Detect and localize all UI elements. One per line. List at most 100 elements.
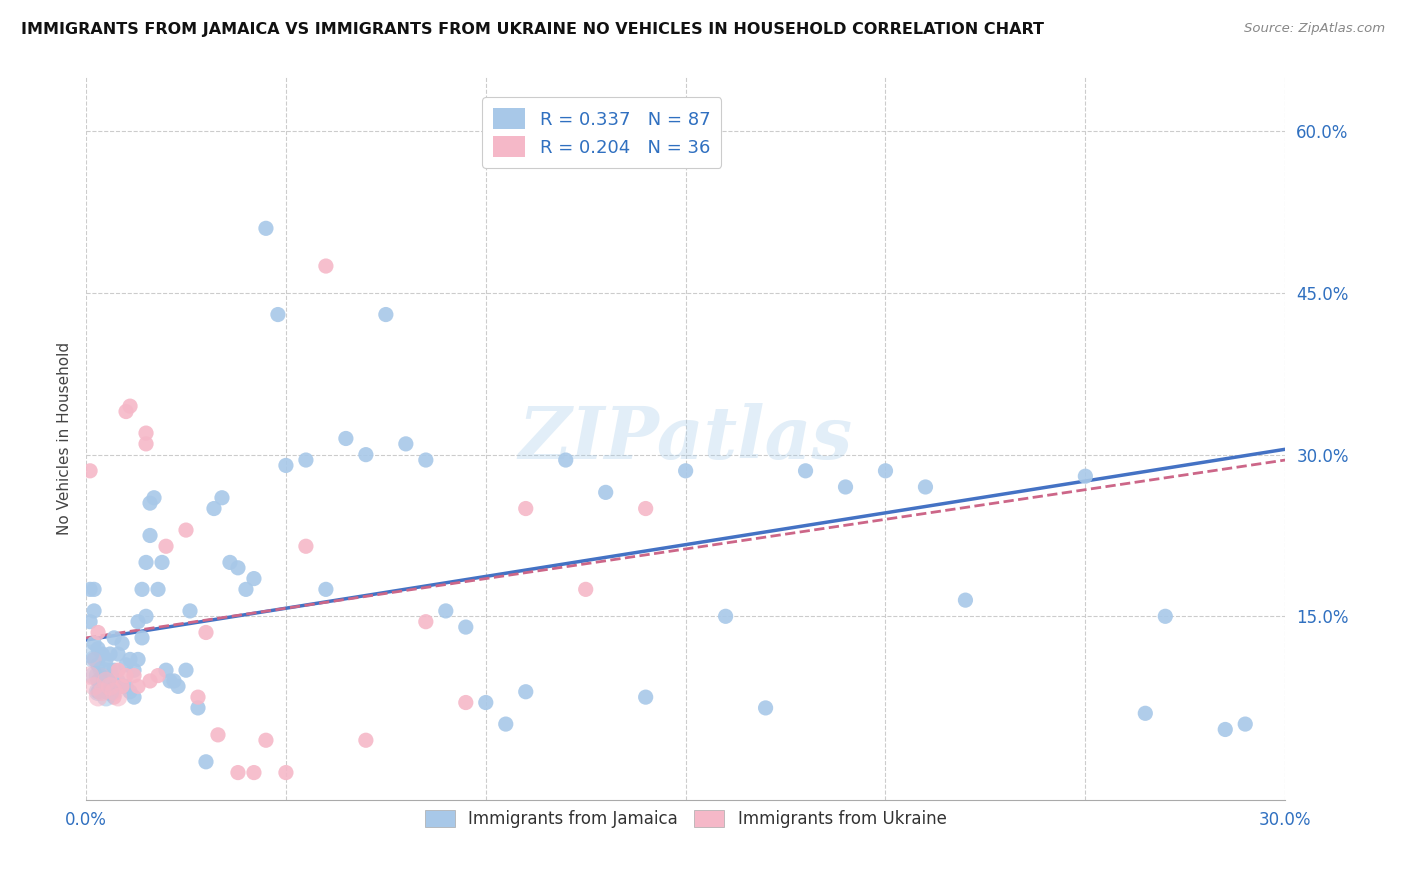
Point <box>875 464 897 478</box>
Point <box>115 679 138 693</box>
Point <box>111 679 134 693</box>
Point <box>174 523 197 537</box>
Point <box>454 696 477 710</box>
Point <box>315 259 337 273</box>
Point <box>91 679 114 693</box>
Point <box>94 673 117 688</box>
Point <box>226 561 249 575</box>
Point <box>415 453 437 467</box>
Point <box>83 652 105 666</box>
Point <box>91 668 114 682</box>
Point <box>146 582 169 597</box>
Point <box>94 685 117 699</box>
Point <box>1135 706 1157 721</box>
Point <box>79 668 101 682</box>
Point <box>98 647 121 661</box>
Point <box>79 647 101 661</box>
Point <box>267 308 290 322</box>
Point <box>195 755 218 769</box>
Point <box>274 458 297 473</box>
Point <box>187 701 209 715</box>
Point <box>107 679 129 693</box>
Point <box>107 647 129 661</box>
Point <box>118 652 141 666</box>
Point <box>595 485 617 500</box>
Point <box>1074 469 1097 483</box>
Point <box>295 453 318 467</box>
Point <box>131 582 153 597</box>
Point <box>135 609 157 624</box>
Point <box>94 673 117 688</box>
Point <box>91 679 114 693</box>
Point <box>226 765 249 780</box>
Point <box>122 663 145 677</box>
Point <box>94 690 117 705</box>
Point <box>83 668 105 682</box>
Point <box>91 668 114 682</box>
Point <box>111 636 134 650</box>
Point <box>195 625 218 640</box>
Point <box>107 673 129 688</box>
Point <box>475 696 498 710</box>
Point <box>87 641 110 656</box>
Point <box>575 582 598 597</box>
Point <box>202 501 225 516</box>
Point <box>139 496 162 510</box>
Point <box>146 668 169 682</box>
Point <box>91 647 114 661</box>
Y-axis label: No Vehicles in Household: No Vehicles in Household <box>58 342 72 535</box>
Point <box>755 701 778 715</box>
Point <box>187 690 209 705</box>
Point <box>98 663 121 677</box>
Point <box>103 685 125 699</box>
Point <box>135 437 157 451</box>
Point <box>335 432 357 446</box>
Point <box>515 501 537 516</box>
Point <box>243 765 266 780</box>
Point <box>395 437 418 451</box>
Point <box>243 572 266 586</box>
Point <box>274 765 297 780</box>
Point <box>94 673 117 688</box>
Point <box>163 673 186 688</box>
Point <box>714 609 737 624</box>
Point <box>107 690 129 705</box>
Point <box>87 668 110 682</box>
Point <box>554 453 576 467</box>
Point <box>91 663 114 677</box>
Point <box>155 663 177 677</box>
Point <box>179 604 201 618</box>
Point <box>98 685 121 699</box>
Point <box>235 582 257 597</box>
Point <box>131 631 153 645</box>
Point <box>83 582 105 597</box>
Point <box>139 673 162 688</box>
Point <box>127 679 149 693</box>
Point <box>415 615 437 629</box>
Point <box>103 663 125 677</box>
Point <box>91 685 114 699</box>
Point <box>87 685 110 699</box>
Point <box>354 733 377 747</box>
Point <box>150 556 173 570</box>
Point <box>315 582 337 597</box>
Point <box>354 448 377 462</box>
Point <box>211 491 233 505</box>
Point <box>122 668 145 682</box>
Point <box>135 426 157 441</box>
Text: Source: ZipAtlas.com: Source: ZipAtlas.com <box>1244 22 1385 36</box>
Point <box>675 464 697 478</box>
Point <box>495 717 517 731</box>
Point <box>87 685 110 699</box>
Point <box>207 728 229 742</box>
Point <box>98 685 121 699</box>
Point <box>83 604 105 618</box>
Point <box>87 673 110 688</box>
Point <box>794 464 817 478</box>
Point <box>254 733 277 747</box>
Point <box>139 528 162 542</box>
Point <box>159 673 181 688</box>
Text: IMMIGRANTS FROM JAMAICA VS IMMIGRANTS FROM UKRAINE NO VEHICLES IN HOUSEHOLD CORR: IMMIGRANTS FROM JAMAICA VS IMMIGRANTS FR… <box>21 22 1045 37</box>
Point <box>295 539 318 553</box>
Point <box>87 690 110 705</box>
